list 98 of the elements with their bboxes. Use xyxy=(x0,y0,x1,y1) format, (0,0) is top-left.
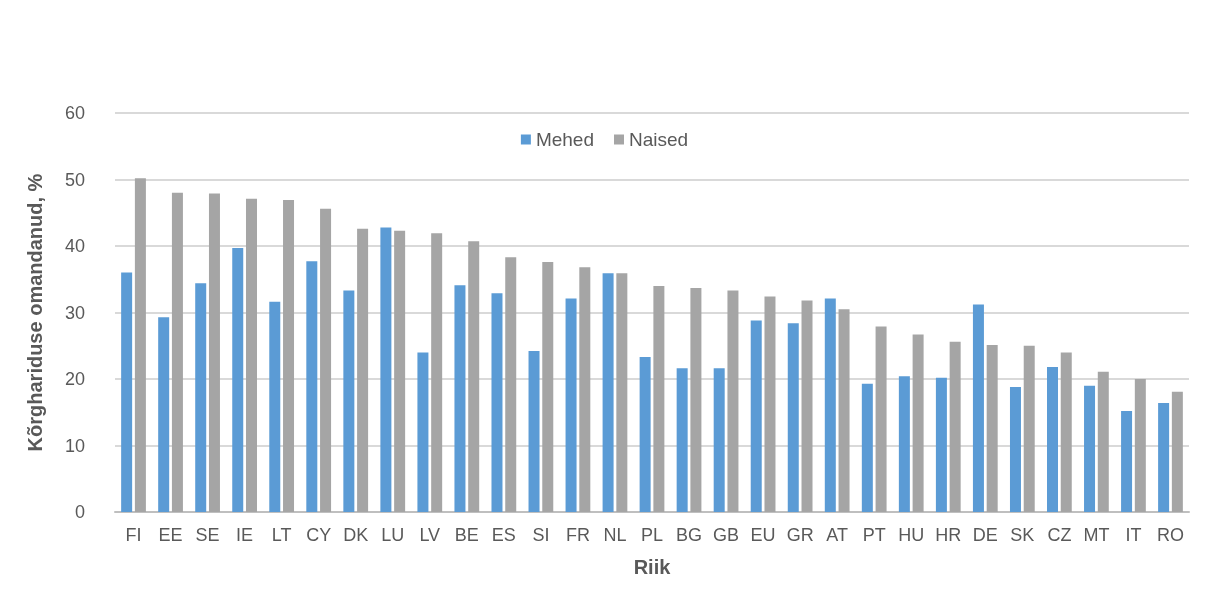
x-tick-label: HU xyxy=(898,525,925,545)
x-tick-label: SI xyxy=(532,525,550,545)
x-tick-label: DK xyxy=(343,525,369,545)
bar xyxy=(454,285,466,512)
bar xyxy=(134,178,146,512)
x-tick-label: IT xyxy=(1125,525,1142,545)
bar xyxy=(121,272,133,512)
bar xyxy=(1134,379,1146,512)
bar xyxy=(283,200,295,512)
x-tick-label: BE xyxy=(454,525,479,545)
bar xyxy=(639,357,651,512)
legend-label: Naised xyxy=(628,129,689,150)
y-tick-label: 10 xyxy=(64,435,85,456)
bar xyxy=(972,304,984,512)
bar xyxy=(1009,386,1021,512)
bar xyxy=(491,293,503,512)
bar xyxy=(246,198,257,512)
y-tick-label: 40 xyxy=(64,236,85,256)
bar xyxy=(468,241,480,512)
bar xyxy=(1121,410,1133,512)
x-tick-label: EE xyxy=(158,525,183,545)
bar xyxy=(320,208,332,512)
x-tick-label: DE xyxy=(972,525,998,545)
bar xyxy=(1171,391,1183,512)
x-tick-label: MT xyxy=(1083,525,1110,545)
y-tick-label: 20 xyxy=(64,369,85,389)
bar xyxy=(431,233,443,512)
x-tick-label: GR xyxy=(786,525,814,545)
bar xyxy=(750,320,762,512)
bar xyxy=(1060,352,1072,512)
x-tick-label: LU xyxy=(381,525,405,545)
bar xyxy=(565,298,577,512)
bar xyxy=(394,230,406,512)
x-tick-label: SK xyxy=(1010,525,1035,545)
y-tick-label: 60 xyxy=(64,103,85,123)
x-tick-label: BG xyxy=(676,525,703,545)
x-tick-label: FR xyxy=(565,525,590,545)
y-tick-label: 30 xyxy=(64,302,85,323)
bar xyxy=(949,341,961,512)
x-tick-label: FI xyxy=(125,525,142,545)
x-tick-label: SE xyxy=(195,525,220,545)
x-axis-title: Riik xyxy=(633,556,672,578)
bar xyxy=(195,283,207,512)
bar xyxy=(616,273,628,512)
x-tick-label: GB xyxy=(713,525,740,545)
bar xyxy=(912,334,924,512)
bar xyxy=(676,368,688,512)
bar xyxy=(801,300,813,512)
bar xyxy=(861,383,873,512)
x-tick-label: PT xyxy=(862,525,886,545)
bar xyxy=(838,309,850,512)
x-tick-label: EU xyxy=(750,525,776,545)
bar xyxy=(208,193,220,512)
x-tick-label: ES xyxy=(491,525,516,545)
bar xyxy=(713,368,725,512)
bar xyxy=(1023,345,1035,512)
bar xyxy=(824,298,836,512)
bar xyxy=(171,192,183,512)
bar xyxy=(1047,367,1058,512)
y-tick-label: 0 xyxy=(74,502,85,522)
y-tick-label: 50 xyxy=(64,169,85,190)
bar xyxy=(528,351,540,512)
bar xyxy=(343,290,355,512)
x-tick-label: IE xyxy=(236,525,254,545)
bar xyxy=(269,301,281,512)
bar xyxy=(787,323,799,512)
bar xyxy=(380,227,392,512)
x-tick-label: CY xyxy=(306,525,332,545)
bar xyxy=(935,377,947,512)
bar xyxy=(357,228,369,512)
bar xyxy=(898,376,910,512)
x-tick-label: PL xyxy=(640,525,664,545)
bar xyxy=(690,287,702,512)
y-axis-title: Kõrghariduse omandanud, % xyxy=(24,173,46,452)
bar xyxy=(727,290,739,512)
bar xyxy=(1097,371,1109,512)
bar xyxy=(158,317,170,512)
legend-label: Mehed xyxy=(535,129,594,150)
x-tick-label: HR xyxy=(935,525,962,545)
bar xyxy=(653,285,665,512)
x-tick-label: NL xyxy=(603,525,627,545)
bar xyxy=(875,326,887,512)
x-tick-label: RO xyxy=(1156,525,1184,545)
bar xyxy=(764,296,776,512)
bar xyxy=(1158,402,1170,512)
bar xyxy=(417,352,429,512)
bar xyxy=(542,261,554,512)
bar xyxy=(579,267,591,512)
bar xyxy=(602,273,614,512)
bar xyxy=(1084,385,1096,512)
bar xyxy=(232,248,244,512)
bar xyxy=(505,257,517,512)
x-tick-label: AT xyxy=(826,525,849,545)
x-tick-label: LV xyxy=(419,525,441,545)
x-tick-label: LT xyxy=(271,525,292,545)
x-tick-label: CZ xyxy=(1047,525,1072,545)
bar xyxy=(986,345,998,512)
bar xyxy=(306,261,318,512)
